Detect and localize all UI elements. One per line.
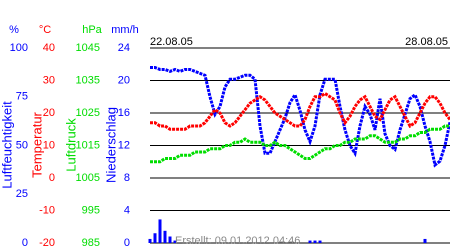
y-tick-label: 995 xyxy=(82,204,100,216)
bar xyxy=(163,230,167,243)
bar xyxy=(173,240,177,243)
y-tick-label: 1045 xyxy=(76,42,100,54)
y-tick-label: 20 xyxy=(43,107,55,119)
y-tick-label: 16 xyxy=(118,107,130,119)
axis-unit: °C xyxy=(39,24,51,36)
y-tick-label: 1035 xyxy=(76,74,100,86)
y-tick-label: 20 xyxy=(118,74,130,86)
y-tick-label: 4 xyxy=(124,204,130,216)
y-tick-label: 100 xyxy=(10,42,28,54)
bar xyxy=(153,233,157,243)
y-tick-label: 1015 xyxy=(76,139,100,151)
series-line xyxy=(150,66,450,168)
y-tick-label: 0 xyxy=(124,237,130,249)
axis-label: Luftdruck xyxy=(63,118,78,172)
series-line xyxy=(150,91,450,131)
y-tick-label: 1005 xyxy=(76,172,100,184)
axis-unit: mm/h xyxy=(111,24,139,36)
y-tick-label: 50 xyxy=(16,139,28,151)
axis-unit: % xyxy=(9,24,19,36)
y-tick-label: 10 xyxy=(43,139,55,151)
y-tick-label: -20 xyxy=(39,237,55,249)
bar xyxy=(148,238,152,243)
bar xyxy=(308,240,312,243)
bar xyxy=(168,236,172,243)
start-date: 22.08.05 xyxy=(150,36,193,48)
y-tick-label: 40 xyxy=(43,42,55,54)
series-line xyxy=(150,124,450,164)
bar xyxy=(158,219,162,243)
bar xyxy=(313,240,317,243)
y-tick-label: 25 xyxy=(16,188,28,200)
y-tick-label: 75 xyxy=(16,91,28,103)
bar xyxy=(318,240,322,243)
axis-label: Temperatur xyxy=(29,111,44,177)
y-tick-label: 985 xyxy=(82,237,100,249)
bar xyxy=(423,238,427,243)
y-tick-label: 12 xyxy=(118,139,130,151)
y-tick-label: 24 xyxy=(118,42,130,54)
footer: Erstellt: 09.01.2012 04:46 xyxy=(175,235,300,247)
end-date: 28.08.05 xyxy=(405,36,448,48)
y-tick-label: 30 xyxy=(43,74,55,86)
y-tick-label: 1025 xyxy=(76,107,100,119)
axis-label: Luftfeuchtigkeit xyxy=(0,101,14,189)
y-tick-label: 0 xyxy=(22,237,28,249)
axis-label: Niederschlag xyxy=(103,107,118,183)
y-tick-label: 8 xyxy=(124,172,130,184)
y-tick-label: -10 xyxy=(39,204,55,216)
axis-unit: hPa xyxy=(82,24,102,36)
y-tick-label: 0 xyxy=(49,172,55,184)
